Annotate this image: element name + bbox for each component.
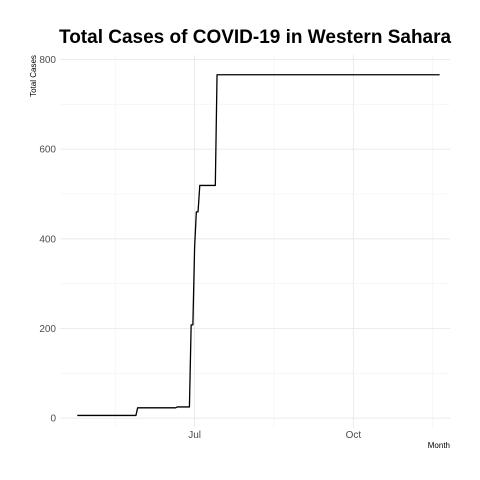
- y-tick-label: 400: [39, 234, 56, 245]
- x-tick-label: Oct: [346, 430, 362, 441]
- series-line: [77, 74, 440, 417]
- y-tick-label: 200: [39, 324, 56, 335]
- series-layer: [77, 74, 440, 417]
- y-axis-ticks: 0 200 400 600 800: [39, 55, 56, 425]
- y-axis-title: Total Cases: [29, 55, 38, 97]
- x-axis-ticks: Jul Oct: [188, 430, 361, 441]
- y-tick-label: 600: [39, 145, 56, 156]
- minor-gridlines: [60, 55, 450, 428]
- y-tick-label: 800: [39, 55, 56, 66]
- y-tick-label: 0: [50, 414, 56, 425]
- x-axis-title: Month: [428, 441, 450, 450]
- chart-title: Total Cases of COVID-19 in Western Sahar…: [59, 27, 452, 48]
- x-tick-label: Jul: [188, 430, 201, 441]
